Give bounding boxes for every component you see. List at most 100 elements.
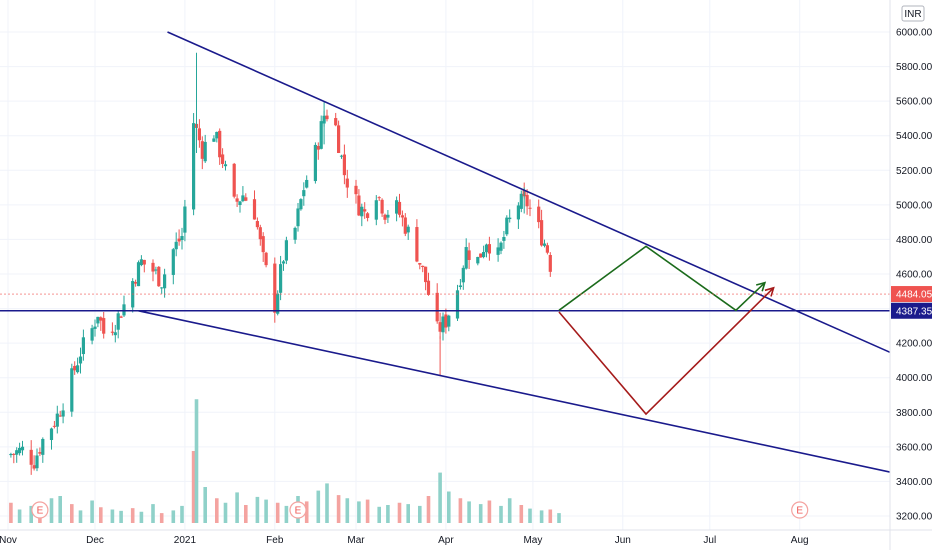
candle-body[interactable] (38, 452, 42, 454)
candle-body[interactable] (255, 221, 259, 228)
candle-body[interactable] (215, 131, 219, 139)
candlesticks[interactable] (9, 52, 552, 475)
candle-body[interactable] (218, 130, 222, 158)
candle-body[interactable] (421, 265, 425, 268)
candle-body[interactable] (99, 317, 103, 321)
candle-body[interactable] (96, 316, 100, 324)
candle-body[interactable] (58, 415, 62, 417)
candle-body[interactable] (29, 449, 33, 465)
candle-body[interactable] (35, 455, 39, 469)
candle-body[interactable] (354, 185, 358, 195)
candle-body[interactable] (235, 198, 239, 202)
candle-body[interactable] (403, 217, 407, 234)
candle-body[interactable] (15, 450, 19, 455)
candle-body[interactable] (499, 242, 503, 251)
candle-body[interactable] (163, 274, 167, 289)
candle-body[interactable] (542, 243, 547, 246)
candle-body[interactable] (49, 428, 54, 441)
candle-body[interactable] (221, 154, 225, 164)
candle-body[interactable] (32, 465, 36, 469)
candle-body[interactable] (142, 259, 146, 265)
candle-body[interactable] (374, 200, 378, 220)
candle-body[interactable] (380, 199, 384, 214)
candle-body[interactable] (134, 282, 138, 284)
candle-body[interactable] (525, 194, 529, 207)
candle-body[interactable] (299, 199, 303, 210)
candle-body[interactable] (502, 237, 506, 241)
candle-body[interactable] (296, 208, 300, 227)
candle-body[interactable] (116, 313, 120, 330)
candle-body[interactable] (505, 217, 509, 235)
candle-body[interactable] (73, 365, 77, 371)
earnings-marker[interactable] (791, 501, 809, 519)
candle-body[interactable] (119, 316, 123, 318)
candle-body[interactable] (345, 178, 349, 188)
candle-body[interactable] (476, 256, 480, 264)
projection-red[interactable] (558, 287, 775, 416)
candle-body[interactable] (360, 206, 364, 217)
candle-body[interactable] (516, 205, 520, 220)
candle-body[interactable] (325, 115, 329, 120)
candle-body[interactable] (200, 141, 204, 159)
candle-body[interactable] (435, 292, 439, 322)
candle-body[interactable] (386, 214, 390, 218)
candle-body[interactable] (113, 332, 117, 336)
candle-body[interactable] (284, 240, 288, 261)
candle-body[interactable] (438, 322, 442, 332)
candle-body[interactable] (203, 141, 207, 162)
earnings-marker[interactable] (31, 501, 49, 519)
candle-body[interactable] (406, 226, 410, 233)
candle-body[interactable] (363, 209, 367, 212)
candle-body[interactable] (90, 328, 94, 341)
candle-body[interactable] (366, 213, 370, 218)
candle-body[interactable] (252, 199, 257, 220)
candle-body[interactable] (110, 331, 114, 333)
candle-body[interactable] (241, 195, 245, 202)
candle-body[interactable] (418, 262, 422, 265)
candle-body[interactable] (313, 144, 317, 182)
candle-body[interactable] (447, 315, 451, 327)
candle-body[interactable] (482, 252, 486, 258)
candle-body[interactable] (276, 293, 280, 314)
candle-body[interactable] (357, 195, 361, 216)
candle-body[interactable] (508, 217, 512, 220)
candle-body[interactable] (157, 266, 161, 287)
candle-body[interactable] (479, 253, 483, 258)
candle-body[interactable] (223, 164, 228, 167)
candle-body[interactable] (302, 190, 306, 197)
candle-body[interactable] (41, 438, 45, 455)
lower-trendline[interactable] (138, 310, 891, 473)
candle-body[interactable] (20, 446, 25, 451)
drawings[interactable] (0, 31, 891, 473)
candle-body[interactable] (136, 262, 141, 287)
candle-body[interactable] (383, 214, 387, 220)
candle-body[interactable] (279, 264, 283, 293)
candle-body[interactable] (61, 410, 65, 417)
candle-body[interactable] (261, 236, 265, 253)
candle-body[interactable] (424, 266, 428, 283)
candle-body[interactable] (244, 197, 248, 201)
candle-body[interactable] (273, 263, 277, 313)
earnings-marker[interactable] (289, 501, 307, 519)
candle-body[interactable] (18, 447, 22, 454)
candle-body[interactable] (281, 261, 286, 264)
candle-body[interactable] (180, 236, 184, 241)
candle-body[interactable] (197, 128, 201, 141)
candle-body[interactable] (238, 201, 242, 205)
candle-body[interactable] (55, 413, 59, 427)
projection-green[interactable] (558, 245, 766, 312)
candle-body[interactable] (519, 193, 523, 209)
candle-body[interactable] (461, 267, 465, 283)
currency-badge[interactable]: INR (901, 5, 925, 22)
candle-body[interactable] (174, 241, 178, 250)
candle-body[interactable] (319, 121, 323, 149)
candle-body[interactable] (337, 125, 341, 153)
candle-body[interactable] (122, 304, 126, 316)
candle-body[interactable] (316, 145, 320, 150)
candle-body[interactable] (537, 206, 541, 223)
candle-body[interactable] (377, 197, 381, 199)
candle-body[interactable] (400, 215, 404, 218)
candle-body[interactable] (9, 453, 13, 456)
candle-body[interactable] (528, 207, 532, 209)
